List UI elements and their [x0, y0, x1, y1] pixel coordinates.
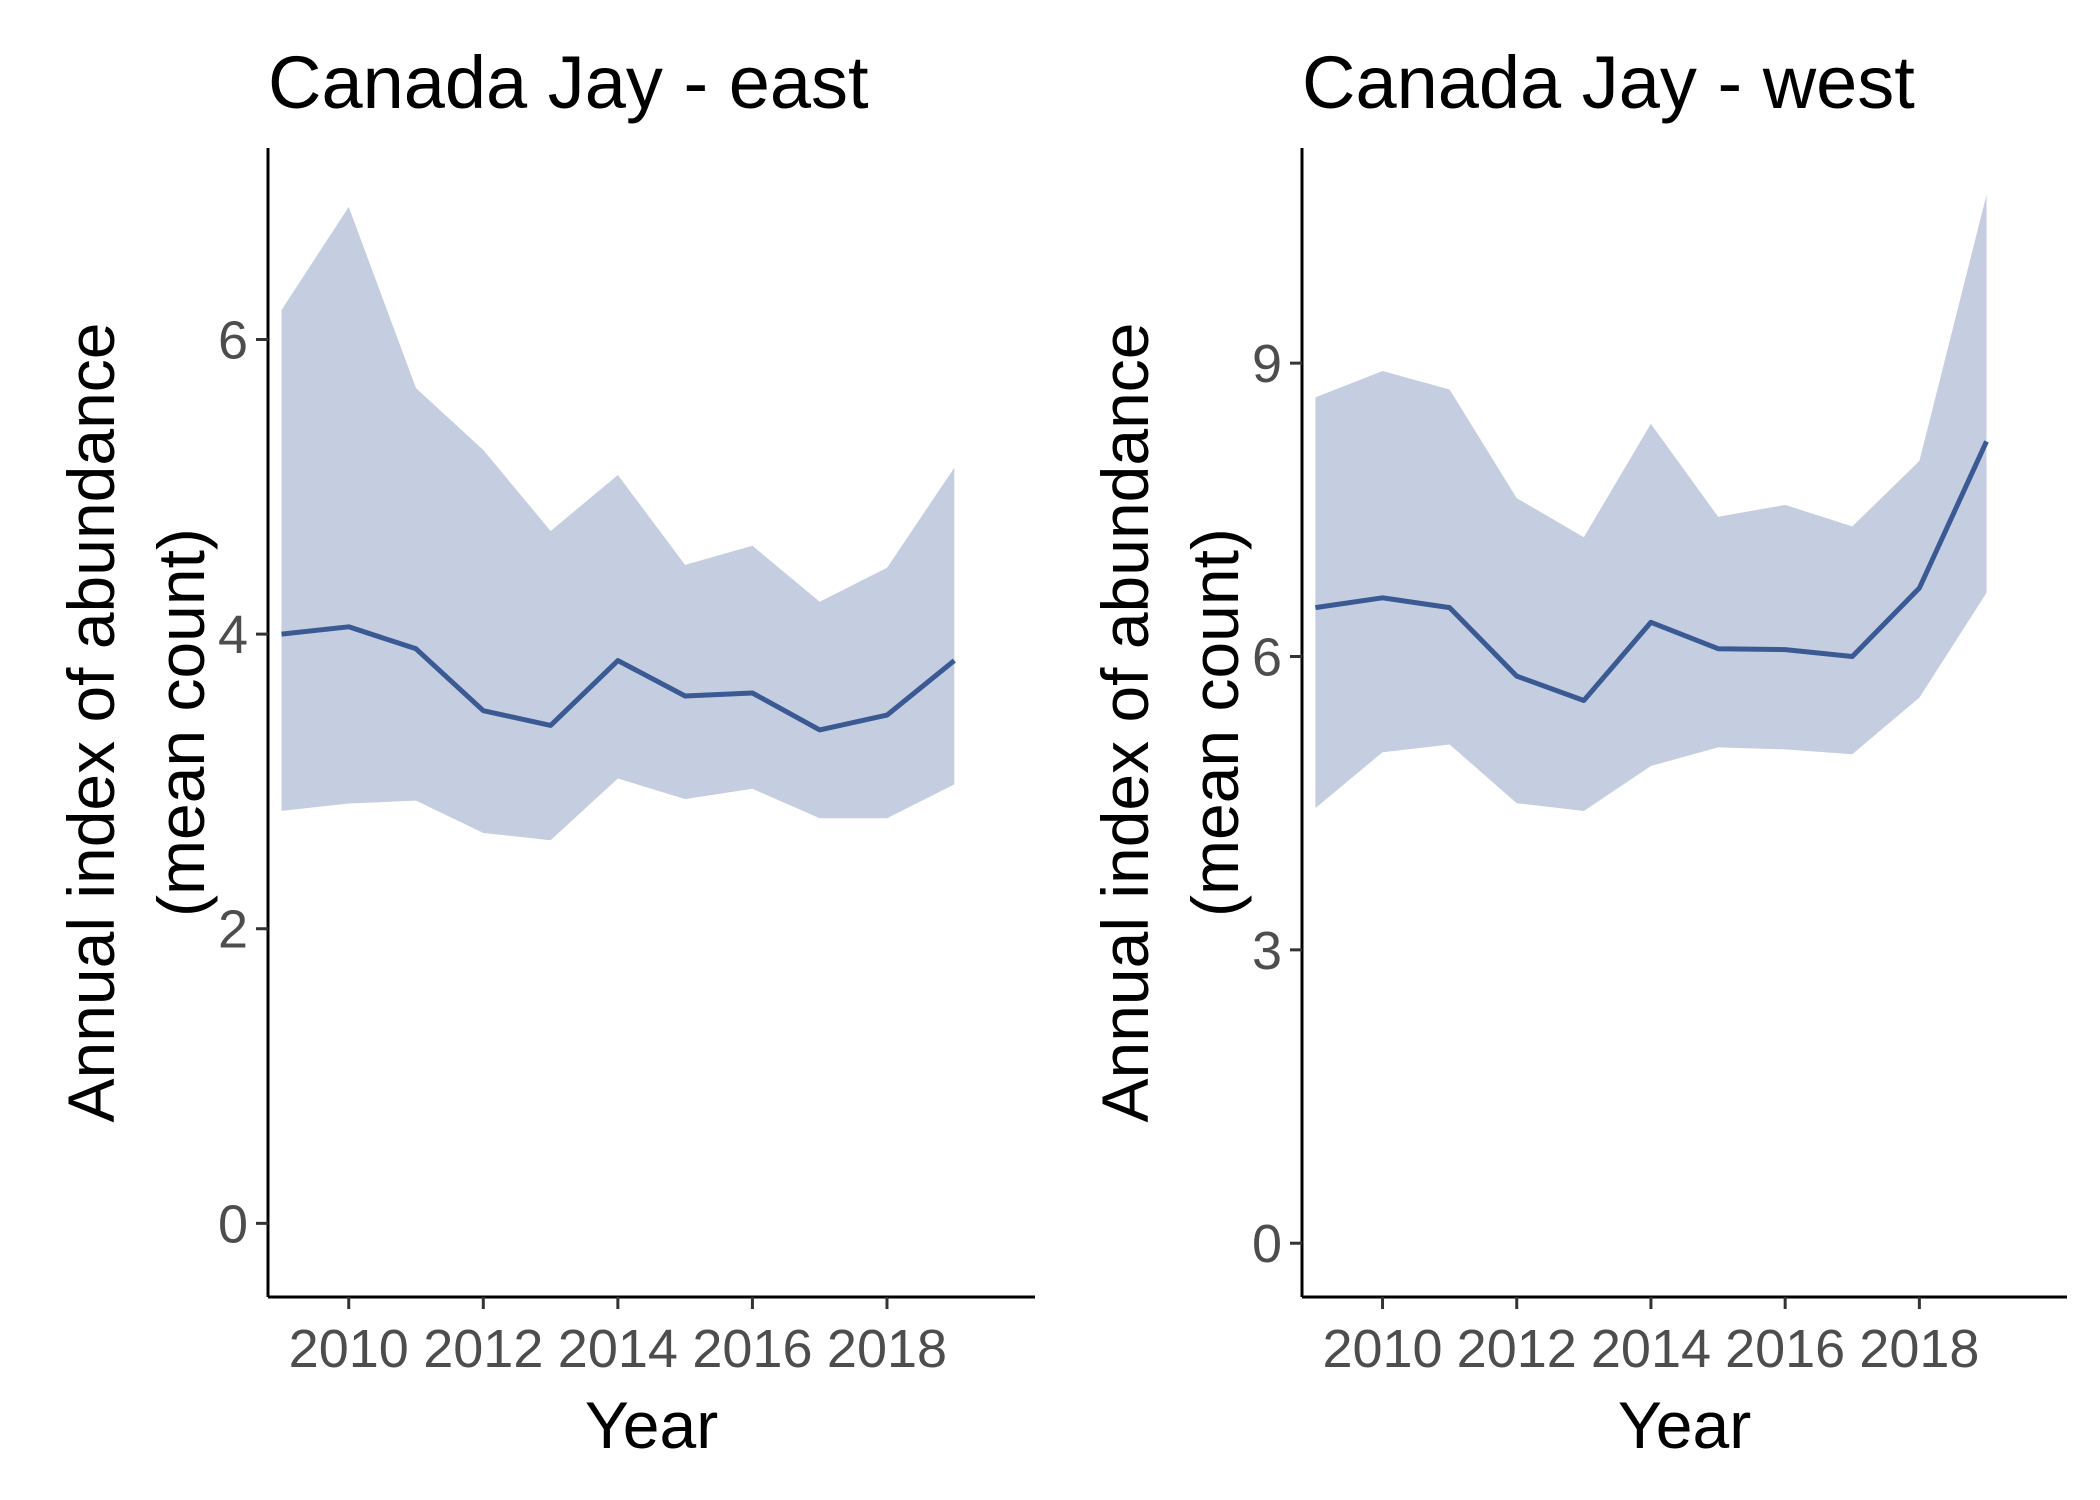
east-chart-title: Canada Jay - east	[268, 41, 869, 124]
east-confidence-band	[281, 206, 955, 841]
west-x-tick-label: 2016	[1725, 1319, 1845, 1379]
west-x-tick-label: 2010	[1322, 1319, 1442, 1379]
east-y-tick-label: 0	[218, 1194, 248, 1254]
east-x-tick-label: 2014	[558, 1319, 678, 1379]
east-x-tick-label: 2018	[827, 1319, 947, 1379]
west-x-tick-label: 2012	[1457, 1319, 1577, 1379]
panel-east: 0 2 4 6 2010 2012 2014 2016 2018 Canada Jay - eas…	[54, 41, 1035, 1462]
west-y-tick-label: 6	[1252, 627, 1282, 687]
east-trend-line	[281, 624, 956, 733]
west-trend-line	[1315, 440, 1989, 703]
east-y-axis-title-line-1: Annual index of abundance	[54, 323, 128, 1123]
west-y-axis-title-line-2: (mean count)	[1178, 528, 1252, 917]
west-x-tick-label: 2018	[1859, 1319, 1979, 1379]
west-x-tick-label: 2014	[1591, 1319, 1711, 1379]
west-y-tick-label: 0	[1252, 1214, 1282, 1274]
west-y-tick-label: 3	[1252, 921, 1282, 981]
west-y-axis-title-line-1: Annual index of abundance	[1088, 323, 1162, 1123]
west-chart-title: Canada Jay - west	[1302, 41, 1915, 124]
east-y-tick-label: 2	[218, 900, 248, 960]
east-y-axis-title-line-2: (mean count)	[144, 528, 218, 917]
west-y-tick-label: 9	[1252, 334, 1282, 394]
west-confidence-band	[1315, 194, 1987, 811]
east-x-tick-label: 2016	[692, 1319, 812, 1379]
east-x-tick-label: 2010	[289, 1319, 409, 1379]
panel-west: 0 3 6 9 2010 2012 2014 2016 2018 Canada Jay - wes…	[1088, 41, 2067, 1462]
east-y-tick-label: 6	[218, 311, 248, 371]
east-x-tick-label: 2012	[423, 1319, 543, 1379]
west-x-axis-title: Year	[1618, 1388, 1751, 1462]
east-y-tick-label: 4	[218, 605, 248, 665]
east-x-axis-title: Year	[585, 1388, 718, 1462]
